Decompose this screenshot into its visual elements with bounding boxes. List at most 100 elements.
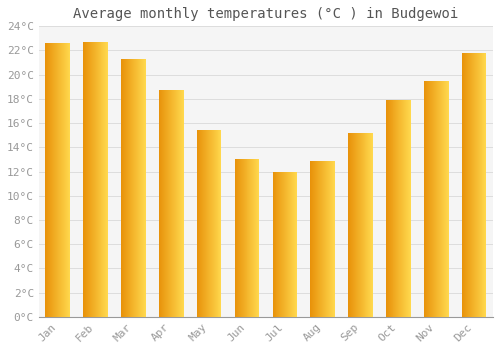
Bar — [100, 42, 101, 317]
Bar — [159, 90, 160, 317]
Bar — [256, 160, 257, 317]
Bar — [135, 59, 136, 317]
Bar — [234, 160, 235, 317]
Bar — [246, 160, 247, 317]
Bar — [468, 53, 469, 317]
Bar — [280, 172, 281, 317]
Bar — [323, 161, 324, 317]
Bar — [50, 43, 51, 317]
Bar — [180, 90, 181, 317]
Bar — [291, 172, 292, 317]
Bar — [46, 43, 47, 317]
Bar — [103, 42, 104, 317]
Bar — [432, 81, 433, 317]
Bar — [48, 43, 49, 317]
Bar — [213, 131, 214, 317]
Bar — [275, 172, 276, 317]
Bar — [105, 42, 106, 317]
Bar — [90, 42, 91, 317]
Bar — [167, 90, 168, 317]
Bar — [481, 53, 482, 317]
Bar — [123, 59, 124, 317]
Bar — [251, 160, 252, 317]
Bar — [351, 133, 352, 317]
Bar — [54, 43, 55, 317]
Bar — [466, 53, 467, 317]
Bar — [287, 172, 288, 317]
Bar — [324, 161, 325, 317]
Bar — [61, 43, 62, 317]
Bar — [443, 81, 444, 317]
Bar — [326, 161, 327, 317]
Bar — [47, 43, 48, 317]
Bar — [476, 53, 477, 317]
Bar — [446, 81, 447, 317]
Bar — [64, 43, 65, 317]
Bar — [288, 172, 289, 317]
Bar — [68, 43, 69, 317]
Bar — [141, 59, 142, 317]
Bar — [176, 90, 177, 317]
Bar — [444, 81, 445, 317]
Bar — [235, 160, 236, 317]
Bar — [445, 81, 446, 317]
Bar — [372, 133, 373, 317]
Bar — [470, 53, 471, 317]
Bar — [438, 81, 440, 317]
Bar — [207, 131, 208, 317]
Bar — [51, 43, 52, 317]
Bar — [485, 53, 486, 317]
Bar — [138, 59, 139, 317]
Bar — [366, 133, 367, 317]
Bar — [410, 100, 411, 317]
Bar — [295, 172, 296, 317]
Bar — [169, 90, 170, 317]
Bar — [391, 100, 392, 317]
Bar — [480, 53, 481, 317]
Bar — [468, 53, 469, 317]
Bar — [321, 161, 322, 317]
Bar — [369, 133, 370, 317]
Bar — [427, 81, 428, 317]
Bar — [92, 42, 93, 317]
Bar — [404, 100, 405, 317]
Bar — [462, 53, 463, 317]
Bar — [436, 81, 437, 317]
Bar — [162, 90, 163, 317]
Bar — [317, 161, 318, 317]
Bar — [390, 100, 391, 317]
Bar — [273, 172, 274, 317]
Bar — [239, 160, 240, 317]
Bar — [356, 133, 357, 317]
Bar — [215, 131, 216, 317]
Bar — [361, 133, 362, 317]
Bar — [249, 160, 250, 317]
Bar — [471, 53, 472, 317]
Bar — [69, 43, 70, 317]
Bar — [163, 90, 164, 317]
Bar — [285, 172, 286, 317]
Bar — [330, 161, 331, 317]
Bar — [209, 131, 210, 317]
Bar — [278, 172, 279, 317]
Bar — [259, 160, 260, 317]
Bar — [96, 42, 97, 317]
Bar — [320, 161, 321, 317]
Bar — [438, 81, 439, 317]
Bar — [58, 43, 59, 317]
Bar — [463, 53, 464, 317]
Bar — [348, 133, 349, 317]
Bar — [279, 172, 280, 317]
Bar — [370, 133, 371, 317]
Bar — [63, 43, 64, 317]
Bar — [137, 59, 138, 317]
Bar — [328, 161, 329, 317]
Bar — [325, 161, 326, 317]
Bar — [435, 81, 436, 317]
Bar — [408, 100, 409, 317]
Bar — [201, 131, 202, 317]
Bar — [333, 161, 334, 317]
Bar — [202, 131, 203, 317]
Bar — [387, 100, 388, 317]
Bar — [319, 161, 320, 317]
